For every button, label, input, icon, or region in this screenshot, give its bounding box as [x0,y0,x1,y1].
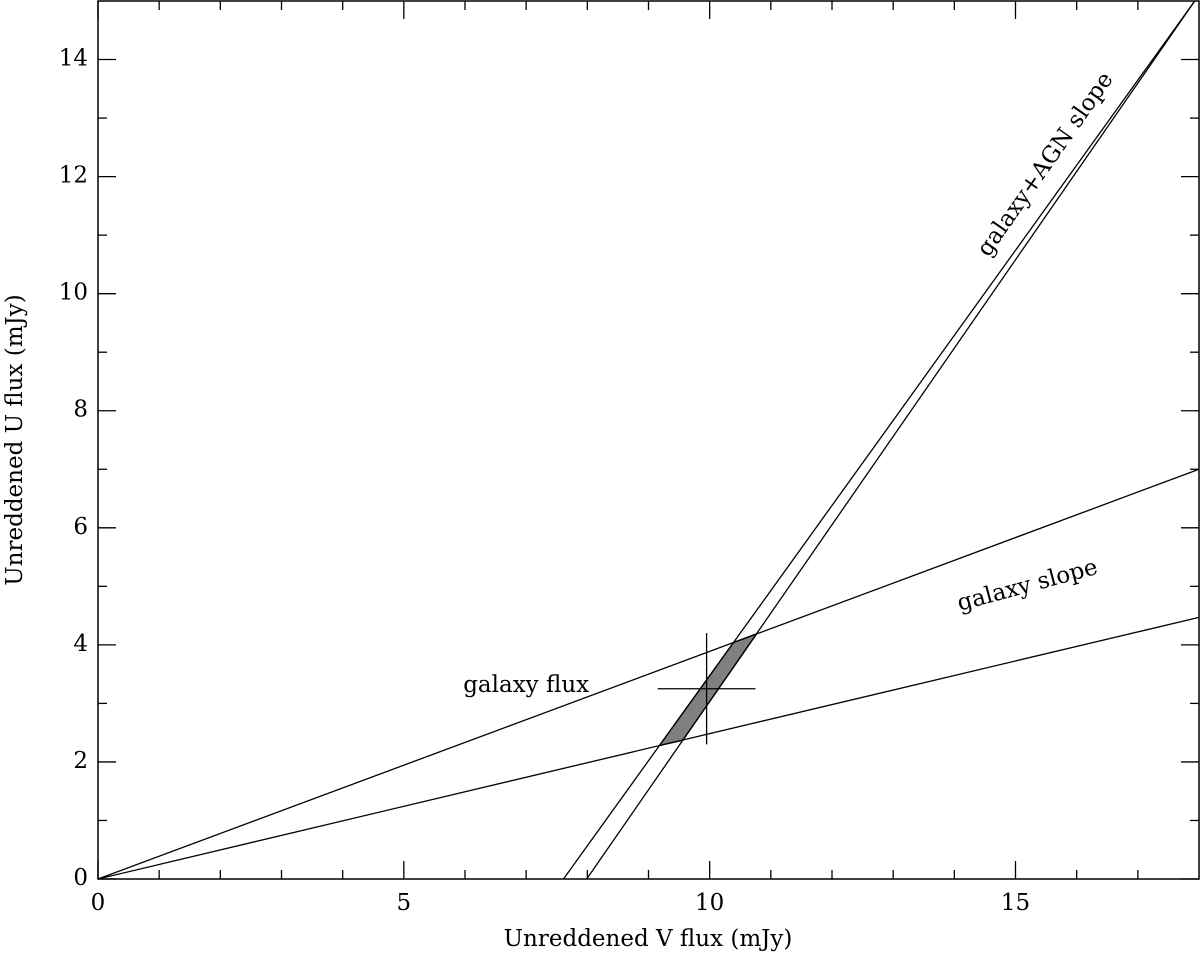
annotation: galaxy slope [955,554,1101,616]
x-tick-label: 5 [397,890,412,916]
line [97,616,1200,880]
annotation: galaxy+AGN slope [972,67,1119,261]
x-axis-label: Unreddened V flux (mJy) [504,926,793,952]
line [562,0,1196,880]
line [586,0,1196,880]
x-tick-label: 15 [1001,890,1030,916]
x-tick-label: 10 [695,890,724,916]
y-tick-label: 14 [59,46,88,72]
y-tick-label: 0 [73,865,88,891]
line [97,468,1200,880]
shaded-region [657,632,759,747]
y-axis-label: Unreddened U flux (mJy) [2,294,28,585]
annotation: galaxy flux [463,672,589,698]
y-tick-label: 10 [59,280,88,306]
y-tick-label: 2 [73,748,88,774]
y-tick-label: 12 [59,163,88,189]
x-tick-label: 0 [91,890,106,916]
y-tick-label: 8 [73,397,88,423]
plot-frame [97,0,1200,880]
y-tick-label: 6 [73,514,88,540]
y-tick-label: 4 [73,631,88,657]
